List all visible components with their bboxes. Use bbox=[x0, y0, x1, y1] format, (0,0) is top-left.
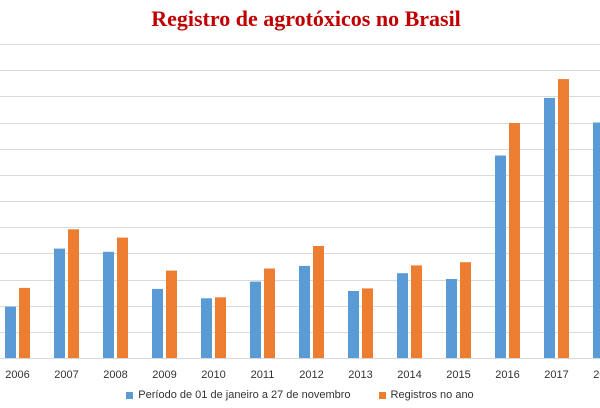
bar-2015-series-1 bbox=[446, 279, 457, 358]
bar-2010-series-1 bbox=[201, 298, 212, 358]
x-tick-label: 2014 bbox=[397, 369, 421, 381]
x-tick-label: 2016 bbox=[495, 369, 519, 381]
bar-2014-series-2 bbox=[411, 265, 422, 358]
x-tick-label: 2015 bbox=[446, 369, 470, 381]
bar-2008-series-1 bbox=[103, 251, 114, 358]
bar-2014-series-1 bbox=[397, 273, 408, 358]
x-tick-label: 2008 bbox=[103, 369, 127, 381]
legend-label-series-2: Registros no ano bbox=[390, 389, 474, 401]
bar-2010-series-2 bbox=[215, 297, 226, 358]
x-tick-label: 2007 bbox=[54, 369, 78, 381]
bar-2018-series-1 bbox=[593, 122, 600, 358]
x-tick-label: 2017 bbox=[544, 369, 568, 381]
bar-2012-series-1 bbox=[299, 265, 310, 358]
bar-2012-series-2 bbox=[313, 246, 324, 358]
x-tick-label: 2013 bbox=[348, 369, 372, 381]
x-tick-label: 2018 bbox=[593, 369, 600, 381]
legend: Período de 01 de janeiro a 27 de novembr… bbox=[0, 389, 600, 401]
legend-item-series-1: Período de 01 de janeiro a 27 de novembr… bbox=[126, 389, 351, 401]
bars bbox=[5, 79, 600, 359]
x-tick-label: 2009 bbox=[152, 369, 176, 381]
x-tick-label: 2010 bbox=[201, 369, 225, 381]
bar-2009-series-2 bbox=[166, 270, 177, 358]
bar-2008-series-2 bbox=[117, 237, 128, 358]
bar-2017-series-2 bbox=[558, 79, 569, 358]
bar-2017-series-1 bbox=[544, 97, 555, 359]
x-tick-label: 2012 bbox=[299, 369, 323, 381]
legend-swatch-series-1 bbox=[126, 391, 134, 399]
bar-2006-series-1 bbox=[5, 306, 16, 358]
legend-item-series-2: Registros no ano bbox=[378, 389, 474, 401]
bar-2016-series-1 bbox=[495, 155, 506, 358]
bar-2011-series-2 bbox=[264, 268, 275, 358]
bar-2016-series-2 bbox=[509, 123, 520, 358]
bar-2011-series-1 bbox=[250, 281, 261, 358]
bar-2013-series-1 bbox=[348, 291, 359, 358]
legend-label-series-1: Período de 01 de janeiro a 27 de novembr… bbox=[138, 389, 351, 401]
legend-swatch-series-2 bbox=[378, 391, 386, 399]
bar-2006-series-2 bbox=[19, 287, 30, 358]
bar-2007-series-1 bbox=[54, 248, 65, 358]
x-axis-tick-labels: 2006 2007 2008 2009 2010 2011 2012 2013 2014 2015… bbox=[5, 369, 600, 381]
chart-title: Registro de agrotóxicos no Brasil bbox=[151, 6, 461, 31]
bar-2007-series-2 bbox=[68, 229, 79, 358]
bar-2009-series-1 bbox=[152, 288, 163, 358]
x-tick-label: 2011 bbox=[251, 369, 275, 381]
bar-2015-series-2 bbox=[460, 262, 471, 358]
x-tick-label: 2006 bbox=[5, 369, 29, 381]
bar-2013-series-2 bbox=[362, 288, 373, 358]
